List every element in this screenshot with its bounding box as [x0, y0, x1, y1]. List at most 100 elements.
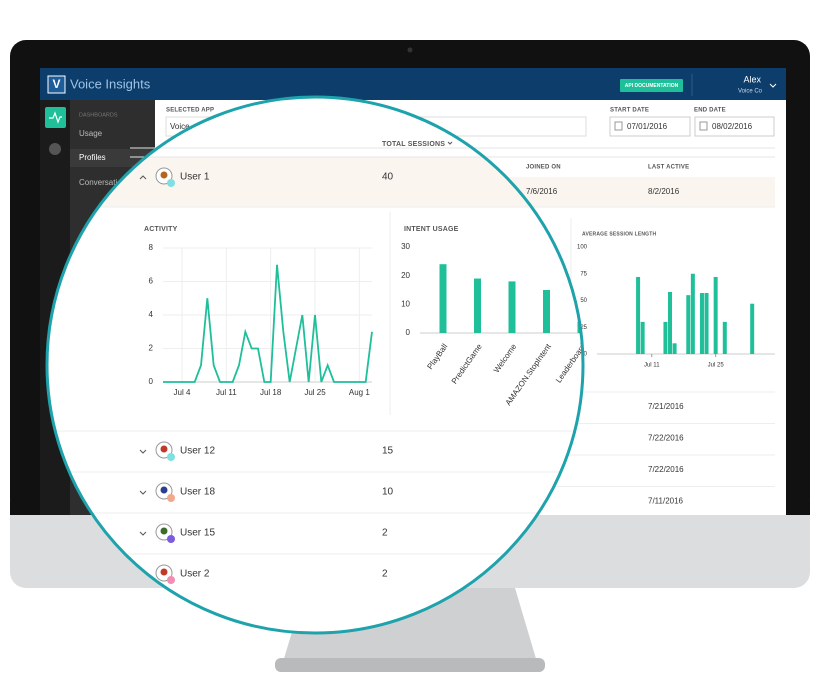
user-menu-chevron[interactable]	[769, 83, 777, 88]
last-active: 7/11/2016	[648, 497, 684, 506]
user-name[interactable]: User 18	[180, 487, 215, 498]
avatar-badge	[167, 494, 175, 502]
start-date-label: START DATE	[610, 108, 649, 114]
avatar-icon	[160, 445, 168, 453]
lens-border	[45, 95, 585, 635]
y-tick-label: 10	[401, 299, 410, 308]
calendar-icon	[699, 121, 708, 131]
session-chart: AVERAGE SESSION LENGTH 0 25 50 75 100 Jul 11 Ju…	[577, 231, 775, 369]
chart-title: INTENT USAGE	[404, 226, 459, 233]
bar	[750, 303, 755, 354]
y-tick-label: 30	[401, 242, 410, 251]
last-active: 7/22/2016	[648, 434, 684, 443]
bar	[663, 321, 668, 354]
avatar-badge	[167, 453, 175, 461]
dashboard-icon[interactable]	[45, 107, 66, 128]
bar	[690, 273, 695, 354]
avatar-badge	[167, 179, 175, 187]
total-sessions: 2	[382, 528, 388, 539]
pulse-icon	[49, 111, 62, 124]
activity-line	[163, 264, 373, 383]
user-name[interactable]: User 15	[180, 528, 215, 539]
sort-chevron[interactable]	[447, 141, 453, 145]
y-tick-label: 20	[401, 271, 410, 280]
last-active: 7/21/2016	[648, 402, 684, 411]
joined-on: 7/6/2016	[526, 187, 558, 196]
total-sessions: 10	[382, 487, 394, 498]
bar	[699, 293, 704, 354]
camera	[407, 47, 413, 53]
api-button[interactable]	[620, 79, 683, 92]
bar	[474, 278, 481, 333]
total-sessions: 15	[382, 446, 394, 457]
chart-title: ACTIVITY	[144, 226, 178, 233]
avatar-icon	[160, 527, 168, 535]
avatar-icon	[160, 568, 168, 576]
nav-item[interactable]: Usage	[79, 129, 103, 138]
bar	[713, 276, 718, 354]
x-tick-label: Jul 18	[260, 388, 282, 397]
x-tick-label: Jul 25	[708, 363, 725, 369]
user-name[interactable]: User 1	[180, 172, 210, 183]
bar	[672, 343, 677, 354]
y-tick-label: 8	[149, 243, 154, 252]
api-button-label[interactable]: API DOCUMENTATION	[625, 83, 679, 89]
total-sessions: 2	[382, 569, 388, 580]
selected-app[interactable]: Voice	[170, 122, 190, 131]
nav-item[interactable]: Profiles	[79, 153, 106, 162]
selected-app-label: SELECTED APP	[166, 108, 214, 114]
user-name[interactable]: Alex	[743, 74, 761, 84]
y-tick-label: 0	[149, 377, 154, 386]
bar	[543, 290, 550, 333]
bar	[668, 291, 673, 354]
column-header: LAST ACTIVE	[648, 165, 689, 171]
total-sessions: 40	[382, 172, 394, 183]
y-tick-label: 6	[149, 277, 154, 286]
nav-active	[70, 149, 155, 167]
stand-base	[275, 658, 545, 672]
bar	[508, 281, 516, 333]
avatar-icon	[160, 171, 168, 179]
bar	[640, 321, 645, 354]
brand: Voice Insights	[70, 76, 151, 91]
x-tick-label: Jul 4	[174, 388, 191, 397]
avatar-icon	[160, 486, 168, 494]
bar	[704, 293, 709, 354]
x-tick-label: Jul 11	[644, 363, 660, 369]
y-tick-label: 100	[577, 245, 588, 251]
bar	[439, 264, 447, 333]
sidebar-section: DASHBOARDS	[79, 112, 118, 118]
end-date-label: END DATE	[694, 108, 726, 114]
expand-chevron[interactable]	[139, 531, 147, 536]
avatar-badge	[167, 535, 175, 543]
y-tick-label: 4	[149, 310, 154, 319]
logo-mark: V	[52, 77, 60, 91]
end-date-input[interactable]	[694, 116, 775, 137]
activity-chart: ACTIVITY 0 2 4 6 8 Jul 4 Jul 11 Jul 18 Jul 25 Aug …	[144, 226, 373, 397]
start-date-input[interactable]	[609, 116, 691, 137]
user-name[interactable]: User 2	[180, 569, 210, 580]
bar	[686, 295, 691, 354]
user-name[interactable]: User 12	[180, 446, 215, 457]
y-tick-label: 0	[406, 328, 411, 337]
expand-chevron[interactable]	[139, 175, 147, 180]
nav-item[interactable]: Conversations	[79, 178, 130, 187]
company: Voice Co	[738, 89, 763, 95]
column-header: JOINED ON	[526, 165, 561, 171]
x-tick-label: Jul 11	[216, 388, 237, 397]
expand-chevron[interactable]	[139, 449, 147, 454]
calendar-icon	[614, 121, 623, 131]
last-active: 7/22/2016	[648, 465, 684, 474]
expand-chevron[interactable]	[139, 490, 147, 495]
end-date[interactable]: 08/02/2016	[712, 122, 753, 131]
avatar-badge	[167, 576, 175, 584]
start-date[interactable]: 07/01/2016	[627, 122, 668, 131]
x-tick-label: Jul 25	[304, 388, 326, 397]
column-header[interactable]: TOTAL SESSIONS	[382, 141, 445, 148]
logo	[47, 75, 66, 94]
settings-icon[interactable]	[49, 143, 61, 155]
y-tick-label: 25	[580, 325, 587, 331]
y-tick-label: 0	[584, 352, 588, 358]
